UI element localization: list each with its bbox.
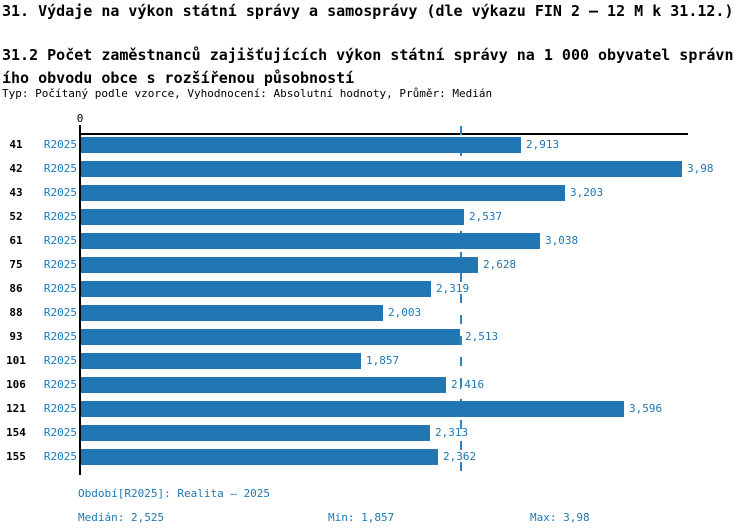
bar bbox=[81, 137, 521, 153]
row-category-label: 42 bbox=[9, 162, 23, 175]
row-series-label: R2025 bbox=[43, 210, 77, 223]
row-series-label: R2025 bbox=[43, 234, 77, 247]
bar-value-label: 2,313 bbox=[435, 426, 469, 439]
bar bbox=[81, 329, 460, 345]
bar bbox=[81, 305, 383, 321]
row-series-label: R2025 bbox=[43, 258, 77, 271]
bar-value-label: 2,513 bbox=[465, 330, 499, 343]
row-series-label: R2025 bbox=[43, 138, 77, 151]
bar bbox=[81, 401, 624, 417]
row-category-label: 93 bbox=[9, 330, 23, 343]
report-title: 31. Výdaje na výkon státní správy a samo… bbox=[2, 2, 734, 20]
row-series-label: R2025 bbox=[43, 450, 77, 463]
y-axis-line bbox=[79, 125, 81, 475]
bar-value-label: 1,857 bbox=[366, 354, 400, 367]
period-label: Období[R2025]: Realita – 2025 bbox=[78, 487, 271, 500]
median-stat: Medián: 2,525 bbox=[78, 511, 165, 524]
bar bbox=[81, 377, 446, 393]
row-series-label: R2025 bbox=[43, 426, 77, 439]
min-stat: Min: 1,857 bbox=[328, 511, 395, 524]
bar-value-label: 2,537 bbox=[469, 210, 503, 223]
bar bbox=[81, 233, 540, 249]
bar-value-label: 3,98 bbox=[687, 162, 714, 175]
row-series-label: R2025 bbox=[43, 306, 77, 319]
x-axis-zero-tick-label: 0 bbox=[76, 112, 84, 125]
bar-value-label: 2,913 bbox=[526, 138, 560, 151]
bar bbox=[81, 449, 438, 465]
row-series-label: R2025 bbox=[43, 186, 77, 199]
max-stat: Max: 3,98 bbox=[530, 511, 590, 524]
row-series-label: R2025 bbox=[43, 162, 77, 175]
row-series-label: R2025 bbox=[43, 378, 77, 391]
row-series-label: R2025 bbox=[43, 330, 77, 343]
row-category-label: 101 bbox=[6, 354, 26, 367]
indicator-subtitle: 31.2 Počet zaměstnanců zajišťujících výk… bbox=[2, 46, 734, 87]
median-line bbox=[460, 126, 462, 480]
bar-value-label: 3,038 bbox=[545, 234, 579, 247]
bar-value-label: 2,319 bbox=[436, 282, 470, 295]
row-category-label: 43 bbox=[9, 186, 23, 199]
row-category-label: 75 bbox=[9, 258, 23, 271]
row-category-label: 61 bbox=[9, 234, 23, 247]
row-category-label: 52 bbox=[9, 210, 23, 223]
bar bbox=[81, 209, 464, 225]
bar bbox=[81, 185, 565, 201]
bar bbox=[81, 161, 682, 177]
bar bbox=[81, 353, 361, 369]
bar-value-label: 3,596 bbox=[629, 402, 663, 415]
row-category-label: 155 bbox=[6, 450, 26, 463]
bar bbox=[81, 257, 478, 273]
bar bbox=[81, 281, 431, 297]
bar-value-label: 2,003 bbox=[388, 306, 422, 319]
x-axis-line bbox=[79, 133, 688, 135]
bar-value-label: 2,362 bbox=[443, 450, 477, 463]
bar bbox=[81, 425, 430, 441]
bar-value-label: 3,203 bbox=[570, 186, 604, 199]
row-category-label: 41 bbox=[9, 138, 23, 151]
row-category-label: 86 bbox=[9, 282, 23, 295]
row-category-label: 88 bbox=[9, 306, 23, 319]
row-category-label: 154 bbox=[6, 426, 26, 439]
bar-value-label: 2,628 bbox=[483, 258, 517, 271]
bar-value-label: 2,416 bbox=[451, 378, 485, 391]
row-series-label: R2025 bbox=[43, 282, 77, 295]
row-category-label: 121 bbox=[6, 402, 26, 415]
row-series-label: R2025 bbox=[43, 402, 77, 415]
indicator-meta: Typ: Počítaný podle vzorce, Vyhodnocení:… bbox=[2, 87, 493, 100]
row-series-label: R2025 bbox=[43, 354, 77, 367]
row-category-label: 106 bbox=[6, 378, 26, 391]
